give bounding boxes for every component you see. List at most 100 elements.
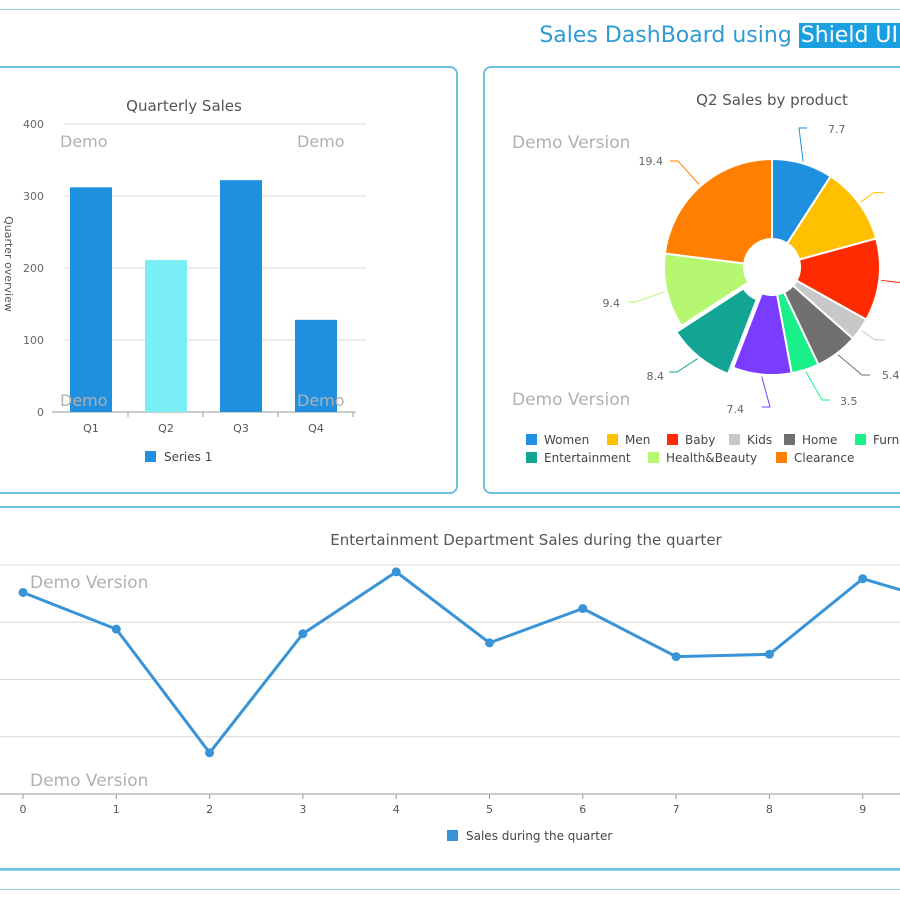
bar-chart-title: Quarterly Sales	[126, 97, 242, 115]
pie-legend-swatch	[607, 434, 618, 445]
bar-y-tick-label: 100	[23, 334, 44, 347]
line-point	[18, 587, 28, 597]
bar-x-tick-label: Q1	[83, 422, 99, 435]
pie-leader-line	[881, 279, 900, 283]
pie-legend-label: Kids	[747, 433, 772, 447]
product-sales-pie-chart: Q2 Sales by product 7.7 5.4 3.5 7.4 8.4 9.4 19.…	[512, 91, 900, 465]
line-point	[391, 567, 401, 577]
footer-rule	[0, 870, 900, 871]
page-title: Sales DashBoard using Shield UI	[539, 22, 900, 50]
quarterly-sales-panel: Quarterly Sales 0 100 200 300 400 Quarter over…	[0, 66, 458, 494]
line-x-tick-label: 8	[766, 803, 773, 816]
pie-leader-line	[628, 291, 665, 303]
line-point	[578, 604, 588, 614]
bar-legend-swatch	[145, 451, 156, 462]
pie-value-label: 3.5	[840, 395, 858, 408]
watermark: Demo Version	[30, 573, 148, 593]
pie-value-label: 7.4	[727, 403, 745, 416]
pie-slice-clearance	[663, 157, 773, 265]
header-top-rule	[0, 9, 900, 10]
pie-legend-label: Men	[625, 433, 650, 447]
line-x-tick-label: 9	[859, 803, 866, 816]
pie-legend-label: Furn	[873, 433, 899, 447]
pie-leader-line	[861, 330, 885, 341]
line-point	[111, 624, 121, 634]
pie-slice-baby	[795, 237, 881, 321]
bar-y-tick-label: 400	[23, 118, 44, 131]
entertainment-sales-panel: Entertainment Department Sales during th…	[0, 506, 900, 870]
bar-q4	[295, 319, 337, 412]
pie-leader-line	[669, 358, 698, 373]
watermark: Demo	[297, 391, 345, 410]
bar-legend-label: Series 1	[164, 450, 212, 464]
pie-value-label: 9.4	[603, 297, 621, 310]
bar-y-axis-label: Quarter overview	[2, 216, 15, 312]
pie-slice-electronics	[731, 291, 793, 376]
pie-legend-swatch	[526, 434, 537, 445]
quarterly-sales-chart: Quarterly Sales 0 100 200 300 400 Quarter over…	[2, 97, 366, 464]
pie-legend-label: Women	[544, 433, 589, 447]
line-legend-swatch	[447, 830, 458, 841]
line-point	[205, 748, 215, 758]
pie-chart-title: Q2 Sales by product	[696, 91, 848, 109]
watermark: Demo	[60, 132, 108, 151]
line-x-tick-label: 6	[579, 803, 586, 816]
pie-leader-line	[798, 127, 807, 162]
pie-legend-swatch	[776, 452, 787, 463]
watermark: Demo Version	[512, 390, 630, 410]
page-title-highlight: Shield UI	[798, 23, 900, 48]
line-x-tick-label: 1	[113, 803, 120, 816]
pie-value-label: 7.7	[828, 123, 846, 136]
bar-q1	[70, 187, 112, 412]
bar-x-tick-label: Q3	[233, 422, 249, 435]
watermark: Demo	[297, 132, 345, 151]
line-point	[485, 638, 494, 648]
pie-legend-label: Home	[802, 433, 837, 447]
pie-leader-line	[805, 371, 830, 401]
line-chart-title: Entertainment Department Sales during th…	[330, 531, 722, 549]
line-x-tick-label: 3	[299, 803, 306, 816]
pie-leader-line	[837, 354, 870, 376]
bar-y-tick-label: 0	[37, 406, 44, 419]
pie-value-label: 5.4	[882, 369, 900, 382]
line-x-tick-label: 5	[486, 803, 493, 816]
pie-value-label: 19.4	[639, 155, 664, 168]
pie-slice-entertainment	[674, 287, 759, 376]
bar-x-tick-label: Q2	[158, 422, 174, 435]
line-point	[298, 629, 308, 639]
bar-y-tick-label: 200	[23, 262, 44, 275]
bar-q3	[220, 180, 262, 412]
pie-legend-swatch	[729, 434, 740, 445]
bar-x-tick-label: Q4	[308, 422, 324, 435]
pie-legend-label: Entertainment	[544, 451, 631, 465]
bar-q2	[145, 260, 187, 412]
product-sales-panel: Q2 Sales by product 7.7 5.4 3.5 7.4 8.4 9.4 19.…	[483, 66, 900, 494]
line-x-tick-label: 4	[393, 803, 400, 816]
page-title-text: Sales DashBoard using	[539, 23, 799, 48]
pie-legend-swatch	[784, 434, 795, 445]
pie-leader-line	[761, 376, 771, 408]
line-x-tick-label: 2	[206, 803, 213, 816]
pie-legend-swatch	[648, 452, 659, 463]
pie-legend-label: Health&Beauty	[666, 451, 757, 465]
watermark: Demo	[60, 391, 108, 410]
entertainment-sales-line-chart: Entertainment Department Sales during th…	[0, 531, 900, 843]
bar-y-tick-label: 300	[23, 190, 44, 203]
pie-value-label: 8.4	[647, 370, 665, 383]
pie-leader-line	[860, 192, 884, 203]
footer-rule-2	[0, 889, 900, 890]
pie-legend-swatch	[526, 452, 537, 463]
pie-legend-swatch	[667, 434, 678, 445]
watermark: Demo Version	[30, 771, 148, 791]
line-legend-label: Sales during the quarter	[466, 829, 612, 843]
pie-slice-men	[785, 174, 878, 261]
pie-leader-line	[670, 160, 700, 185]
line-point	[764, 649, 774, 659]
pie-legend-swatch	[855, 434, 866, 445]
line-x-tick-label: 7	[673, 803, 680, 816]
line-point	[671, 652, 681, 662]
pie-legend-label: Clearance	[794, 451, 854, 465]
line-series-path	[22, 570, 900, 755]
line-point	[858, 574, 868, 584]
watermark: Demo Version	[512, 133, 630, 153]
